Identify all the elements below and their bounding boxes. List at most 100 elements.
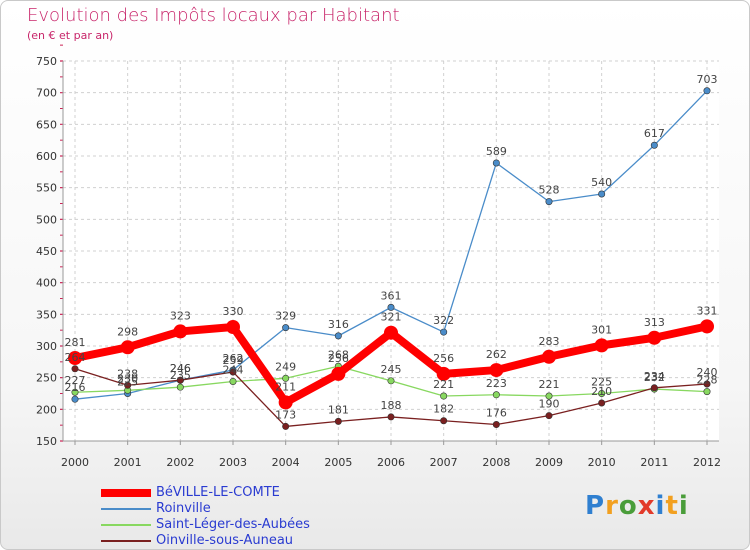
data-label: 264 bbox=[65, 351, 86, 364]
data-point bbox=[124, 381, 132, 389]
legend-swatch bbox=[101, 540, 151, 542]
data-point bbox=[492, 421, 500, 429]
data-label: 249 bbox=[275, 360, 296, 373]
x-tick-label: 2005 bbox=[324, 456, 352, 469]
logo-letter: o bbox=[618, 491, 638, 521]
axes: 150 200 250 300 350 400 450 500 550 600 650 700 750 2… bbox=[36, 44, 721, 469]
data-label: 246 bbox=[170, 362, 191, 375]
y-tick-label: 250 bbox=[36, 372, 57, 385]
data-point bbox=[545, 392, 553, 400]
data-label: 281 bbox=[65, 336, 86, 349]
data-label: 246 bbox=[170, 362, 191, 375]
data-label: 216 bbox=[65, 381, 86, 394]
data-label: 225 bbox=[591, 376, 612, 389]
data-label: 221 bbox=[433, 378, 454, 391]
data-label: 331 bbox=[697, 304, 718, 317]
data-point bbox=[282, 374, 290, 382]
data-point bbox=[545, 198, 553, 206]
data-label: 228 bbox=[697, 374, 718, 387]
data-point bbox=[440, 392, 448, 400]
y-tick-label: 750 bbox=[36, 55, 57, 68]
data-label: 190 bbox=[539, 398, 560, 411]
data-label: 238 bbox=[117, 367, 138, 380]
data-point bbox=[492, 391, 500, 399]
data-point bbox=[489, 363, 504, 378]
data-point bbox=[703, 388, 711, 396]
data-point bbox=[700, 319, 714, 334]
data-point bbox=[542, 349, 556, 364]
legend-label: Oinville-sous-Auneau bbox=[156, 533, 294, 548]
data-point bbox=[176, 383, 184, 391]
data-point bbox=[647, 330, 662, 345]
series-lines bbox=[68, 87, 714, 430]
data-point bbox=[173, 324, 188, 339]
data-point bbox=[68, 351, 82, 366]
logo-letter: P bbox=[585, 491, 606, 521]
data-point bbox=[278, 395, 293, 410]
y-tick-label: 700 bbox=[36, 87, 57, 100]
y-tick-label: 500 bbox=[36, 213, 57, 226]
data-point bbox=[650, 384, 658, 392]
data-point bbox=[226, 320, 240, 334]
data-label: 230 bbox=[117, 372, 138, 385]
data-label: 232 bbox=[644, 371, 665, 384]
data-label: 245 bbox=[381, 363, 402, 376]
data-label: 268 bbox=[328, 348, 349, 361]
data-point bbox=[387, 377, 395, 385]
legend-swatch bbox=[101, 508, 151, 510]
y-tick-label: 350 bbox=[36, 308, 57, 321]
x-tick-label: 2011 bbox=[640, 456, 668, 469]
x-tick-label: 2008 bbox=[482, 456, 510, 469]
data-label: 173 bbox=[275, 408, 296, 421]
data-point bbox=[282, 324, 290, 332]
legend-label: BéVILLE-LE-COMTE bbox=[156, 485, 280, 500]
data-label: 589 bbox=[486, 145, 507, 158]
y-tick-label: 200 bbox=[36, 403, 57, 416]
data-label: 262 bbox=[486, 348, 507, 361]
data-label: 540 bbox=[591, 176, 612, 189]
y-tick-label: 550 bbox=[36, 182, 57, 195]
logo-letter: r bbox=[605, 491, 619, 521]
y-tick-label: 650 bbox=[36, 118, 57, 131]
x-tick-label: 2000 bbox=[61, 456, 89, 469]
y-tick-label: 600 bbox=[36, 150, 57, 163]
data-label: 298 bbox=[117, 325, 138, 338]
data-point bbox=[229, 377, 237, 385]
data-label: 283 bbox=[539, 335, 560, 348]
data-label: 181 bbox=[328, 403, 349, 416]
data-point bbox=[598, 190, 606, 198]
data-point bbox=[334, 332, 342, 340]
data-label: 176 bbox=[486, 407, 507, 420]
data-point bbox=[71, 365, 79, 373]
legend-label: Saint-Léger-des-Aubées bbox=[156, 517, 310, 532]
data-point bbox=[598, 399, 606, 407]
data-label: 235 bbox=[170, 369, 191, 382]
data-point bbox=[440, 328, 448, 336]
data-point bbox=[387, 413, 395, 421]
data-label: 703 bbox=[697, 73, 718, 86]
data-point bbox=[703, 380, 711, 388]
data-label: 240 bbox=[697, 366, 718, 379]
data-point bbox=[387, 303, 395, 311]
data-point bbox=[384, 325, 398, 340]
data-label: 528 bbox=[539, 184, 560, 197]
data-label: 322 bbox=[433, 314, 454, 327]
x-tick-label: 2007 bbox=[430, 456, 458, 469]
data-label: 617 bbox=[644, 127, 665, 140]
chart-title: Evolution des Impôts locaux par Habitant bbox=[27, 5, 400, 26]
data-label: 313 bbox=[644, 316, 665, 329]
logo-letter: i bbox=[678, 491, 689, 521]
data-label: 234 bbox=[644, 370, 665, 383]
data-point bbox=[71, 395, 79, 403]
data-label: 244 bbox=[223, 363, 244, 376]
data-point bbox=[594, 338, 609, 353]
data-label: 221 bbox=[539, 378, 560, 391]
x-tick-label: 2004 bbox=[272, 456, 300, 469]
data-label: 323 bbox=[170, 309, 191, 322]
data-labels: 216 225 246 262 329 316 361 322 589 528 540 617 703 2… bbox=[65, 73, 718, 422]
data-point bbox=[176, 376, 184, 384]
y-tick-label: 150 bbox=[36, 435, 57, 448]
data-point bbox=[440, 417, 448, 425]
x-tick-label: 2002 bbox=[166, 456, 194, 469]
data-label: 329 bbox=[275, 310, 296, 323]
